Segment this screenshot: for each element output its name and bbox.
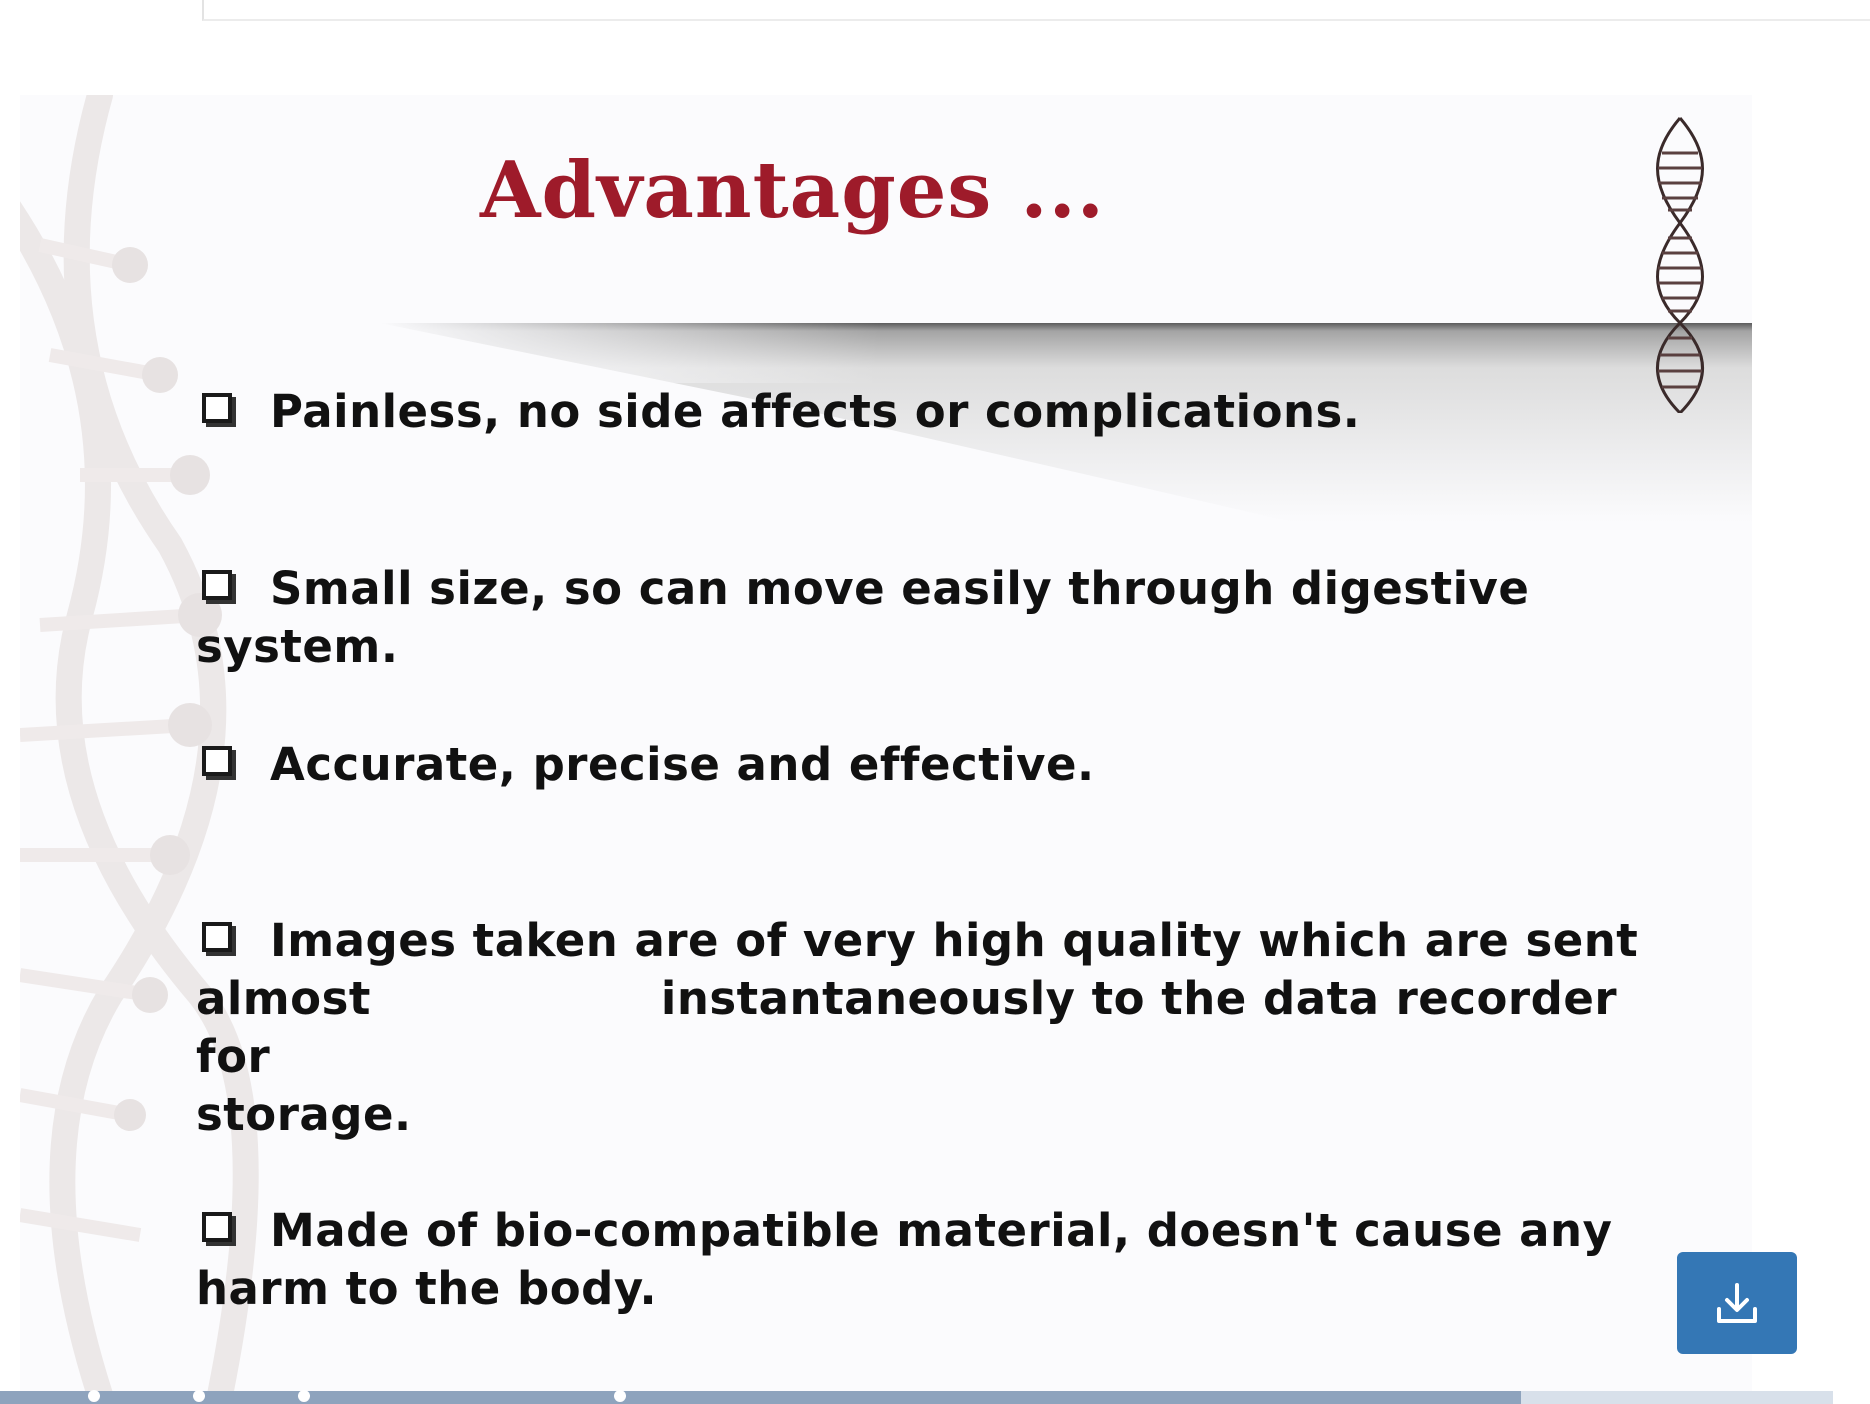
checkbox-bullet-icon: [202, 570, 232, 600]
bullet-item: Made of bio-compatible material, doesn't…: [196, 1202, 1676, 1318]
bullet-text-continued: almost: [196, 972, 371, 1025]
progress-marker[interactable]: [614, 1390, 626, 1402]
bullet-text: Small size, so can move easily through d…: [196, 562, 1530, 673]
checkbox-bullet-icon: [202, 1212, 232, 1242]
download-button[interactable]: [1677, 1252, 1797, 1354]
header-swoosh-fade: [380, 323, 880, 383]
bullet-text: Accurate, precise and effective.: [270, 738, 1095, 791]
checkbox-bullet-icon: [202, 746, 232, 776]
bullet-text: Made of bio-compatible material, doesn't…: [196, 1204, 1613, 1315]
progress-marker[interactable]: [298, 1390, 310, 1402]
helix-background-icon: [20, 95, 259, 1395]
slide: Advantages ... Painless, no side affects…: [20, 95, 1752, 1395]
progress-bar[interactable]: [0, 1390, 1833, 1404]
bullet-item: Accurate, precise and effective.: [196, 736, 1676, 794]
bullet-item: Small size, so can move easily through d…: [196, 560, 1676, 676]
progress-marker[interactable]: [193, 1390, 205, 1402]
dna-helix-icon: [1656, 117, 1704, 413]
checkbox-bullet-icon: [202, 922, 232, 952]
slide-title: Advantages ...: [480, 145, 1105, 236]
checkbox-bullet-icon: [202, 393, 232, 423]
bullet-text-continued: storage.: [196, 1088, 412, 1141]
progress-marker[interactable]: [88, 1390, 100, 1402]
bullet-text: Images taken are of very high quality wh…: [270, 914, 1639, 967]
bullet-item: Painless, no side affects or complicatio…: [196, 383, 1676, 441]
download-icon: [1717, 1283, 1757, 1323]
top-bar: [202, 0, 1870, 21]
bullet-item: Images taken are of very high quality wh…: [196, 912, 1676, 1144]
bullet-text-continued: instantaneously to the data recorder for: [196, 972, 1618, 1083]
bullet-text: Painless, no side affects or complicatio…: [270, 385, 1361, 438]
progress-bar-fill: [0, 1391, 1522, 1404]
